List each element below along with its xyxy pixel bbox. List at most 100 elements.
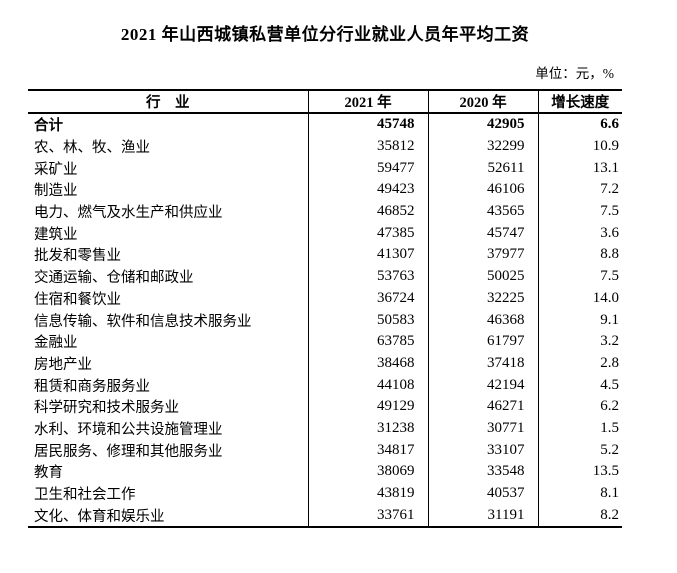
growth-cell: 13.5 xyxy=(592,463,619,480)
table-row: 采矿业 59477 52611 13.1 xyxy=(28,157,622,180)
growth-cell: 4.5 xyxy=(600,376,619,393)
value-2021-cell: 46852 xyxy=(308,200,429,223)
table-row: 金融业 63785 61797 3.2 xyxy=(28,330,622,353)
page-title: 2021 年山西城镇私营单位分行业就业人员年平均工资 xyxy=(120,25,530,44)
value-2020-cell: 43565 xyxy=(428,200,539,223)
value-2021-cell: 38468 xyxy=(308,352,429,375)
industry-cell: 金融业 xyxy=(28,330,309,353)
value-2020-cell: 46106 xyxy=(428,179,539,201)
unit-note: 单位：元，% xyxy=(535,66,614,81)
table-body: 合计 45748 42905 6.6 农、林、牧、渔业 35812 32299 10.9 采矿业… xyxy=(28,113,622,528)
industry-cell: 居民服务、修理和其他服务业 xyxy=(28,439,309,461)
value-2021-cell: 31238 xyxy=(308,417,429,440)
table-row: 交通运输、仓储和邮政业 53763 50025 7.5 xyxy=(28,265,622,288)
industry-cell: 教育 xyxy=(28,461,309,483)
industry-cell: 房地产业 xyxy=(28,352,309,375)
industry-cell: 制造业 xyxy=(28,179,309,201)
table-row: 租赁和商务服务业 44108 42194 4.5 xyxy=(28,374,622,396)
table-header-2021: 2021 年 xyxy=(308,90,429,114)
value-2020-cell: 37977 xyxy=(428,244,539,266)
value-2021-cell: 49129 xyxy=(308,395,429,418)
value-2020-cell: 50025 xyxy=(428,265,539,288)
value-2020-cell: 33548 xyxy=(428,461,539,483)
value-2020-cell: 42905 xyxy=(428,113,539,136)
growth-cell: 13.1 xyxy=(592,159,619,176)
value-2020-cell: 46368 xyxy=(428,309,539,331)
table-row: 信息传输、软件和信息技术服务业 50583 46368 9.1 xyxy=(28,309,622,331)
table-row: 住宿和餐饮业 36724 32225 14.0 xyxy=(28,287,622,310)
growth-cell: 9.1 xyxy=(600,311,619,328)
growth-cell: 10.9 xyxy=(592,138,619,155)
industry-cell: 文化、体育和娱乐业 xyxy=(28,504,309,528)
industry-cell: 租赁和商务服务业 xyxy=(28,374,309,396)
table-row: 合计 45748 42905 6.6 xyxy=(28,113,622,136)
value-2021-cell: 53763 xyxy=(308,265,429,288)
value-2021-cell: 35812 xyxy=(308,135,429,158)
industry-cell: 水利、环境和公共设施管理业 xyxy=(28,417,309,440)
value-2020-cell: 31191 xyxy=(428,504,539,528)
industry-cell: 农、林、牧、渔业 xyxy=(28,135,309,158)
value-2021-cell: 38069 xyxy=(308,461,429,483)
industry-cell: 电力、燃气及水生产和供应业 xyxy=(28,200,309,223)
growth-cell: 8.8 xyxy=(600,246,619,263)
growth-cell: 14.0 xyxy=(592,289,619,306)
industry-cell: 科学研究和技术服务业 xyxy=(28,395,309,418)
table-row: 水利、环境和公共设施管理业 31238 30771 1.5 xyxy=(28,417,622,440)
industry-cell: 建筑业 xyxy=(28,222,309,245)
industry-cell: 采矿业 xyxy=(28,157,309,180)
value-2020-cell: 37418 xyxy=(428,352,539,375)
value-2021-cell: 44108 xyxy=(308,374,429,396)
table-header-row: 行 业 2021 年 2020 年 增长速度 xyxy=(28,90,622,114)
table-row: 教育 38069 33548 13.5 xyxy=(28,461,622,483)
value-2021-cell: 34817 xyxy=(308,439,429,461)
value-2020-cell: 33107 xyxy=(428,439,539,461)
value-2021-cell: 45748 xyxy=(308,113,429,136)
value-2021-cell: 41307 xyxy=(308,244,429,266)
value-2020-cell: 42194 xyxy=(428,374,539,396)
value-2021-cell: 50583 xyxy=(308,309,429,331)
industry-cell: 合计 xyxy=(28,113,309,136)
growth-cell: 1.5 xyxy=(600,419,619,436)
value-2020-cell: 32225 xyxy=(428,287,539,310)
table-row: 电力、燃气及水生产和供应业 46852 43565 7.5 xyxy=(28,200,622,223)
value-2021-cell: 36724 xyxy=(308,287,429,310)
growth-cell: 3.2 xyxy=(600,333,619,350)
growth-cell: 6.6 xyxy=(600,116,619,133)
value-2020-cell: 52611 xyxy=(428,157,539,180)
value-2021-cell: 59477 xyxy=(308,157,429,180)
table-row: 农、林、牧、渔业 35812 32299 10.9 xyxy=(28,135,622,158)
value-2021-cell: 43819 xyxy=(308,482,429,505)
table-row: 文化、体育和娱乐业 33761 31191 8.2 xyxy=(28,504,622,528)
value-2020-cell: 32299 xyxy=(428,135,539,158)
growth-cell: 8.2 xyxy=(600,506,619,523)
table-row: 房地产业 38468 37418 2.8 xyxy=(28,352,622,375)
table-header-growth: 增长速度 xyxy=(538,90,622,114)
value-2021-cell: 33761 xyxy=(308,504,429,528)
value-2021-cell: 63785 xyxy=(308,330,429,353)
table-row: 居民服务、修理和其他服务业 34817 33107 5.2 xyxy=(28,439,622,461)
growth-cell: 5.2 xyxy=(600,441,619,458)
value-2021-cell: 47385 xyxy=(308,222,429,245)
table-row: 卫生和社会工作 43819 40537 8.1 xyxy=(28,482,622,505)
growth-cell: 2.8 xyxy=(600,354,619,371)
value-2020-cell: 30771 xyxy=(428,417,539,440)
value-2021-cell: 49423 xyxy=(308,179,429,201)
table-header-industry: 行 业 xyxy=(28,90,309,114)
industry-cell: 住宿和餐饮业 xyxy=(28,287,309,310)
industry-cell: 批发和零售业 xyxy=(28,244,309,266)
growth-cell: 6.2 xyxy=(600,398,619,415)
table-row: 建筑业 47385 45747 3.6 xyxy=(28,222,622,245)
industry-cell: 卫生和社会工作 xyxy=(28,482,309,505)
value-2020-cell: 61797 xyxy=(428,330,539,353)
industry-cell: 信息传输、软件和信息技术服务业 xyxy=(28,309,309,331)
growth-cell: 7.5 xyxy=(600,268,619,285)
value-2020-cell: 40537 xyxy=(428,482,539,505)
table-header-2020: 2020 年 xyxy=(428,90,539,114)
table-row: 批发和零售业 41307 37977 8.8 xyxy=(28,244,622,266)
value-2020-cell: 45747 xyxy=(428,222,539,245)
table-row: 科学研究和技术服务业 49129 46271 6.2 xyxy=(28,395,622,418)
growth-cell: 8.1 xyxy=(600,485,619,502)
growth-cell: 7.2 xyxy=(600,181,619,198)
value-2020-cell: 46271 xyxy=(428,395,539,418)
